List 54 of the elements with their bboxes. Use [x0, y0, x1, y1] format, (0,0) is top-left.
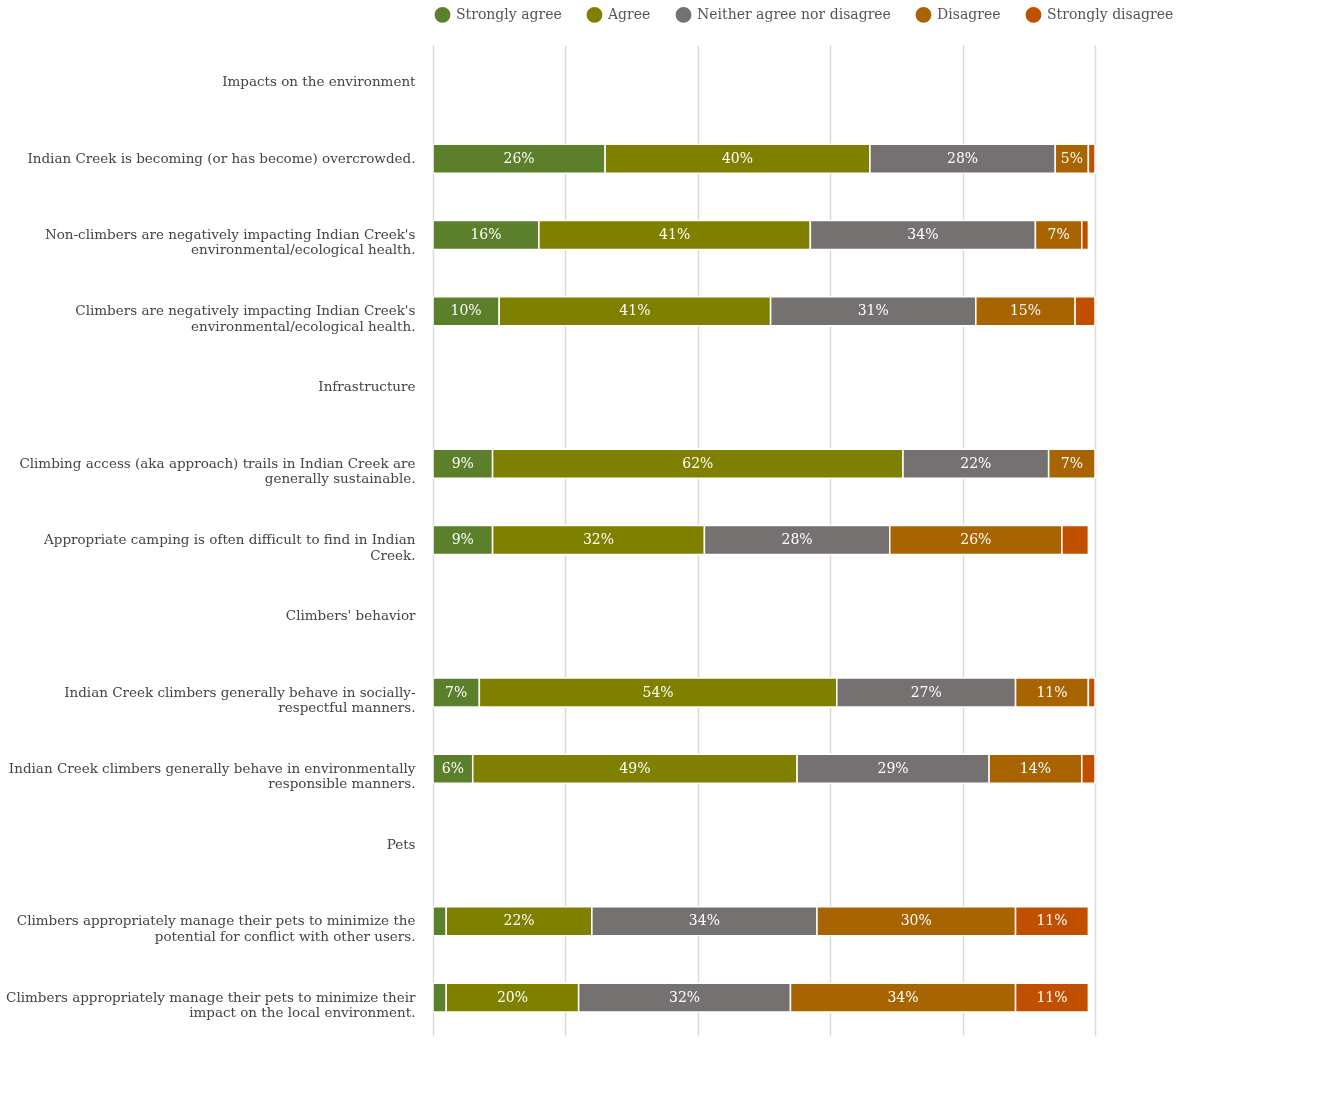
data-label: 26% — [960, 531, 992, 547]
legend-label: Agree — [607, 5, 651, 22]
data-label: 34% — [688, 912, 720, 929]
data-label: 9% — [451, 454, 474, 471]
y-tick-label: Indian Creek climbers generally behave in environmentally responsible manners. — [8, 759, 416, 792]
data-label: 34% — [907, 225, 939, 242]
y-tick-label: Climbers' behavior — [285, 607, 417, 624]
data-label: 31% — [857, 302, 889, 319]
y-tick-label: Impacts on the environment — [222, 73, 417, 90]
data-label: 5% — [1060, 149, 1083, 166]
data-label: 34% — [887, 988, 919, 1005]
y-tick-label: Climbers appropriately manage their pets to minimize their impact on the local environment. — [6, 988, 417, 1021]
data-label: 29% — [877, 759, 909, 776]
data-label: 7% — [445, 683, 468, 700]
y-tick-label: Climbing access (aka approach) trails in Indian Creek are generally sustainable. — [19, 454, 416, 487]
y-tick-label: Indian Creek climbers generally behave in socially-respectful manners. — [64, 683, 416, 716]
data-label: 32% — [669, 988, 701, 1005]
data-label: 28% — [947, 149, 979, 166]
data-label: 15% — [1009, 302, 1042, 319]
legend-label: Strongly agree — [456, 5, 562, 22]
data-label: 11% — [1036, 988, 1068, 1005]
y-tick-label: Infrastructure — [318, 378, 416, 395]
data-label: 20% — [496, 988, 528, 1005]
data-label: 16% — [470, 225, 502, 242]
data-label: 41% — [659, 225, 691, 242]
y-tick-label: Pets — [386, 836, 416, 853]
data-label: 41% — [619, 302, 651, 319]
data-label: 28% — [781, 531, 813, 547]
legend-label: Strongly disagree — [1047, 5, 1174, 22]
data-label: 10% — [450, 302, 482, 319]
y-tick-label: Non-climbers are negatively impacting Indian Creek's environmental/ecological health. — [44, 225, 416, 258]
data-label: 6% — [441, 759, 464, 776]
data-label: 7% — [1047, 225, 1070, 242]
data-label: 14% — [1019, 759, 1051, 776]
legend-label: Neither agree nor disagree — [697, 5, 891, 22]
data-label: 26% — [503, 149, 535, 166]
data-label: 9% — [451, 531, 474, 547]
y-tick-label: Appropriate camping is often difficult to find in Indian Creek. — [42, 531, 416, 563]
data-label: 11% — [1036, 912, 1068, 929]
data-label: 30% — [900, 912, 932, 929]
legend-label: Disagree — [937, 5, 1001, 22]
data-label: 27% — [910, 683, 942, 700]
data-label: 62% — [682, 454, 714, 471]
y-tick-label: Indian Creek is becoming (or has become) overcrowded. — [27, 149, 416, 166]
data-label: 54% — [642, 683, 674, 700]
data-label: 22% — [503, 912, 535, 929]
data-label: 49% — [619, 759, 651, 776]
data-label: 32% — [582, 531, 615, 547]
data-label: 40% — [721, 149, 754, 166]
y-tick-label: Climbers appropriately manage their pets to minimize the potential for conflict with other users. — [16, 912, 416, 944]
data-label: 7% — [1060, 454, 1083, 471]
data-label: 11% — [1036, 683, 1068, 700]
data-label: 22% — [960, 454, 992, 471]
y-tick-label: Climbers are negatively impacting Indian Creek's environmental/ecological health. — [75, 302, 416, 334]
